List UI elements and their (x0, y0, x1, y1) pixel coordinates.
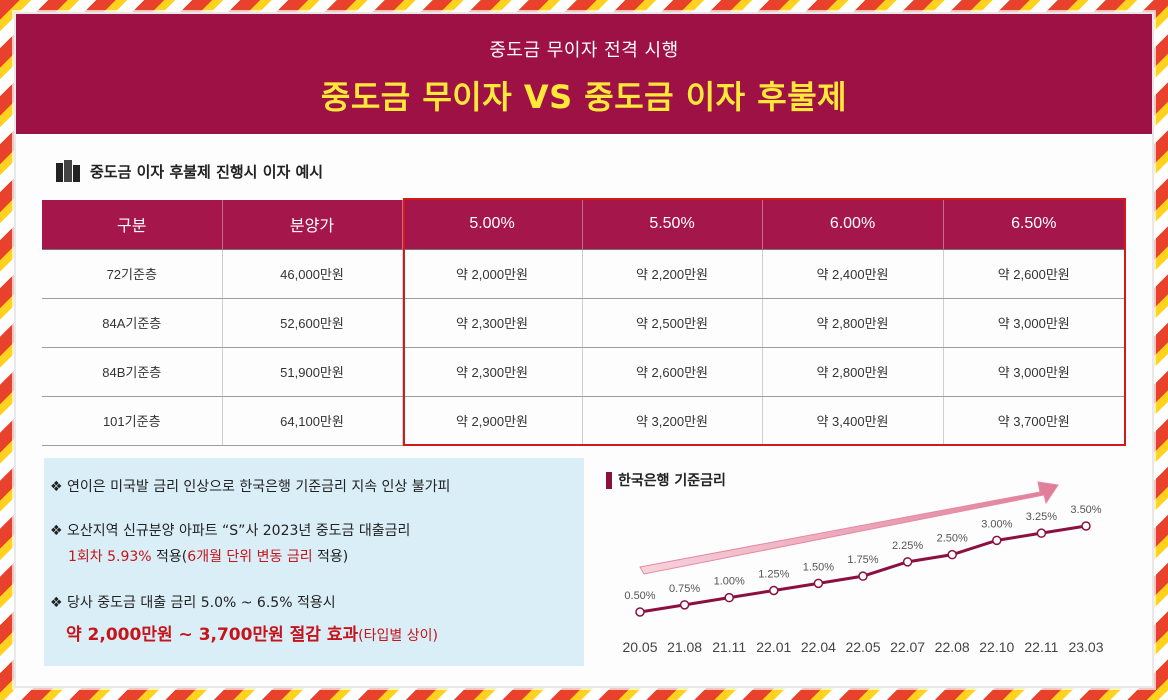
rate-value-label: 1.25% (758, 569, 789, 581)
rate-point (769, 585, 779, 596)
cell-interest: 약 2,600만원 (943, 249, 1124, 299)
col-header-type: 구분 (42, 200, 223, 250)
rate-point (635, 607, 645, 617)
cell-type: 84A기준층 (42, 298, 223, 348)
rate-point (858, 571, 868, 581)
cell-interest: 약 2,600만원 (582, 347, 763, 397)
section-title-text: 중도금 이자 후불제 진행시 이자 예시 (90, 162, 324, 181)
rate-value-label: 0.50% (624, 590, 655, 602)
table-header-row: 구분 분양가 5.00% 5.50% 6.00% 6.50% (42, 200, 1124, 250)
header-banner: 중도금 무이자 전격 시행 중도금 무이자 VS 중도금 이자 후불제 (16, 14, 1152, 134)
cell-interest: 약 2,900만원 (402, 396, 583, 446)
header-subtitle: 중도금 무이자 전격 시행 (489, 40, 679, 61)
col-header-rate-6-50: 6.50% (943, 200, 1124, 250)
rate-point (902, 557, 913, 567)
note-3: ❖ 당사 중도금 대출 금리 5.0% ~ 6.5% 적용시 (50, 595, 336, 611)
cell-interest: 약 3,400만원 (762, 396, 944, 446)
rate-value-label: 3.25% (1026, 511, 1057, 523)
cell-interest: 약 2,200만원 (582, 249, 763, 299)
rate-point (947, 549, 957, 560)
note-1: ❖ 연이은 미국발 금리 인상으로 한국은행 기준금리 지속 인상 불가피 (50, 479, 451, 495)
rate-point (813, 578, 824, 589)
table-row: 101기준층 64,100만원 약 2,900만원 약 3,200만원 약 3,… (42, 396, 1124, 446)
interest-table: 구분 분양가 5.00% 5.50% 6.00% 6.50% 72기준층 46,… (42, 200, 1124, 446)
x-tick-label: 22.11 (1024, 639, 1058, 655)
col-header-rate-5-00: 5.00% (402, 200, 583, 250)
rate-line (639, 524, 1087, 614)
note-2: ❖ 오산지역 신규분양 아파트 “S”사 2023년 중도금 대출금리 (50, 523, 411, 539)
note-2-detail: 1회차 5.93% 적용(6개월 단위 변동 금리 적용) (68, 549, 349, 565)
rate-value-label: 3.50% (1070, 504, 1101, 516)
cell-interest: 약 2,300만원 (402, 298, 583, 348)
cell-interest: 약 3,000만원 (943, 347, 1124, 397)
title-bar-icon (606, 471, 612, 489)
table-row: 84A기준층 52,600만원 약 2,300만원 약 2,500만원 약 2,… (42, 298, 1124, 348)
x-tick-label: 21.11 (712, 639, 746, 655)
cell-interest: 약 3,200만원 (582, 396, 763, 446)
promo-frame: 중도금 무이자 전격 시행 중도금 무이자 VS 중도금 이자 후불제 중도금 … (14, 12, 1154, 688)
rate-value-label: 0.75% (669, 583, 700, 595)
cell-price: 51,900만원 (222, 347, 403, 397)
rate-point (1081, 521, 1091, 531)
cell-interest: 약 3,700만원 (943, 396, 1124, 446)
x-tick-label: 22.01 (756, 639, 791, 655)
building-icon (56, 160, 80, 182)
trend-arrow (639, 481, 1059, 575)
rate-value-label: 3.00% (981, 518, 1012, 530)
cell-price: 52,600만원 (222, 298, 403, 348)
col-header-rate-6-00: 6.00% (762, 200, 944, 250)
col-header-rate-5-50: 5.50% (582, 200, 763, 250)
table-row: 72기준층 46,000만원 약 2,000만원 약 2,200만원 약 2,4… (42, 249, 1124, 299)
rate-value-label: 2.25% (892, 540, 923, 552)
rate-value-label: 1.75% (847, 554, 878, 566)
cell-interest: 약 2,300만원 (402, 347, 583, 397)
cell-interest: 약 2,500만원 (582, 298, 763, 348)
x-tick-label: 22.07 (890, 639, 925, 655)
chart-title: 한국은행 기준금리 (606, 470, 726, 490)
cell-interest: 약 2,000만원 (402, 249, 583, 299)
diamond-bullet-icon: ❖ (50, 523, 63, 539)
cell-type: 72기준층 (42, 249, 223, 299)
rate-value-label: 2.50% (937, 533, 968, 545)
x-tick-label: 23.03 (1068, 639, 1103, 655)
rate-value-label: 1.00% (714, 576, 745, 588)
notes-box: ❖ 연이은 미국발 금리 인상으로 한국은행 기준금리 지속 인상 불가피 ❖ … (44, 458, 584, 666)
rate-value-label: 1.50% (803, 561, 834, 573)
cell-price: 64,100만원 (222, 396, 403, 446)
x-tick-label: 22.05 (845, 639, 880, 655)
rate-point (679, 600, 690, 610)
rate-point (1036, 528, 1047, 538)
cell-type: 101기준층 (42, 396, 223, 446)
header-title: 중도금 무이자 VS 중도금 이자 후불제 (320, 78, 848, 116)
note-3-detail: 약 2,000만원 ~ 3,700만원 절감 효과(타입별 상이) (66, 625, 438, 645)
x-tick-label: 21.08 (667, 639, 702, 655)
x-tick-label: 22.10 (979, 639, 1014, 655)
rate-point (992, 535, 1002, 546)
section-title: 중도금 이자 후불제 진행시 이자 예시 (56, 160, 323, 182)
diamond-bullet-icon: ❖ (50, 479, 63, 495)
col-header-price: 분양가 (222, 200, 403, 250)
cell-type: 84B기준층 (42, 347, 223, 397)
x-tick-label: 20.05 (622, 639, 657, 655)
x-tick-label: 22.04 (801, 639, 836, 655)
cell-interest: 약 2,800만원 (762, 298, 944, 348)
cell-price: 46,000만원 (222, 249, 403, 299)
x-tick-label: 22.08 (935, 639, 970, 655)
cell-interest: 약 2,400만원 (762, 249, 944, 299)
rate-point (724, 592, 734, 603)
cell-interest: 약 3,000만원 (943, 298, 1124, 348)
table-row: 84B기준층 51,900만원 약 2,300만원 약 2,600만원 약 2,… (42, 347, 1124, 397)
cell-interest: 약 2,800만원 (762, 347, 944, 397)
diamond-bullet-icon: ❖ (50, 595, 63, 611)
